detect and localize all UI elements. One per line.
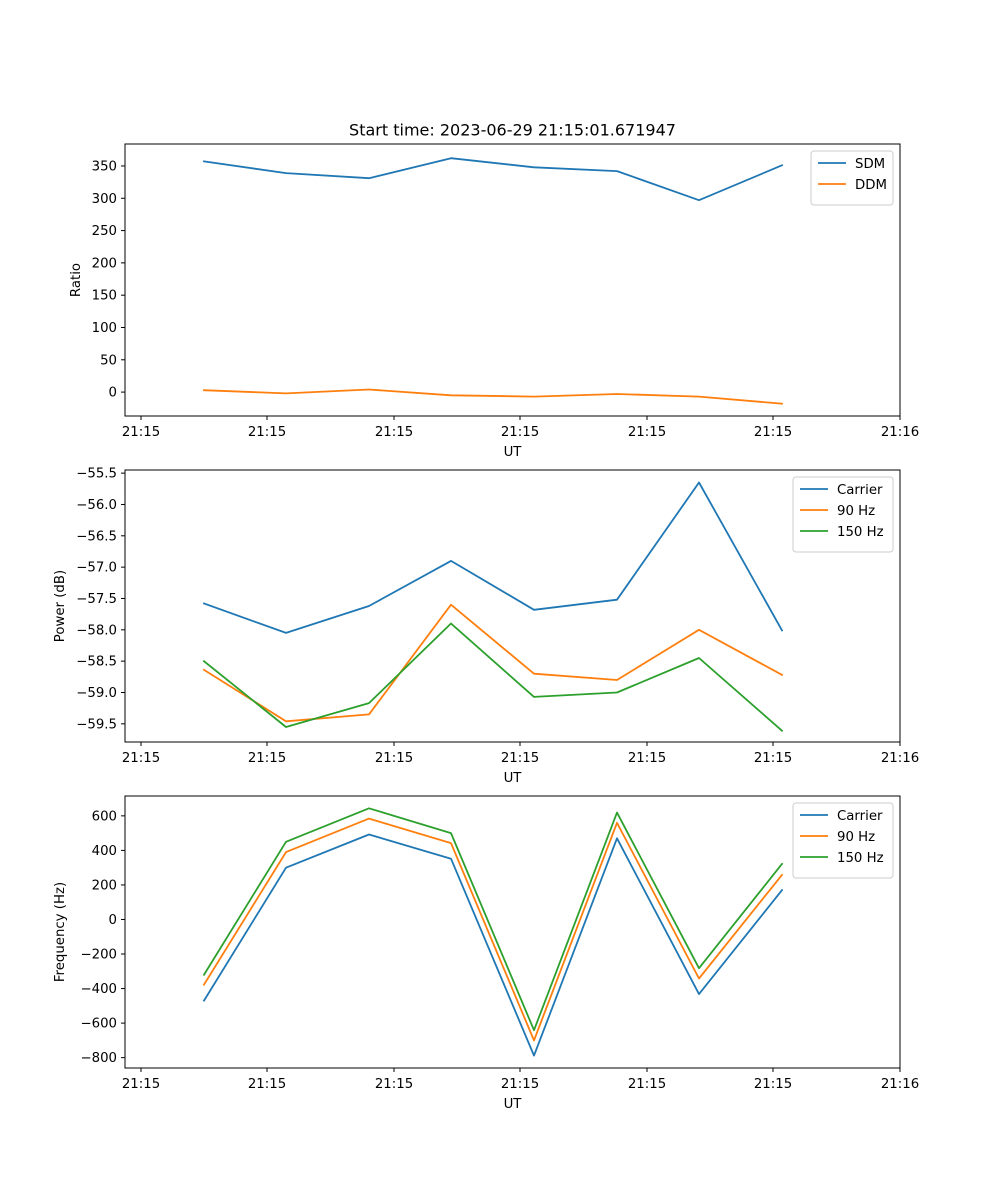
y-tick-label: −55.5: [76, 467, 117, 482]
y-tick-label: 0: [109, 913, 117, 928]
subplot-2: 21:15 21:15 21:15 21:15 21:15 21:15 21:16 −55.5…: [53, 467, 919, 786]
x-axis-label: UT: [504, 445, 523, 460]
legend-box: [792, 476, 894, 553]
x-tick-label: 21:15: [628, 1077, 666, 1092]
series-line-150-hz: [202, 807, 784, 1032]
x-tick-label: 21:15: [628, 751, 666, 766]
x-tick-label: 21:15: [248, 425, 286, 440]
subplot-3: 21:15 21:15 21:15 21:15 21:15 21:15 21:16 −800 −…: [53, 795, 919, 1112]
x-tick-label: 21:16: [881, 751, 919, 766]
y-tick-label: 200: [92, 256, 117, 271]
x-tick-label: 21:15: [754, 1077, 792, 1092]
legend-label: DDM: [855, 178, 887, 193]
x-tick-label: 21:15: [375, 1077, 413, 1092]
legend-label: 150 Hz: [837, 525, 884, 540]
y-tick-label: −59.0: [76, 686, 117, 701]
y-tick-label: 100: [92, 321, 117, 336]
x-tick-label: 21:15: [122, 425, 160, 440]
subplot-1: 21:15 21:15 21:15 21:15 21:15 21:15 21:16 0 50 10…: [69, 143, 919, 460]
x-tick-label: 21:15: [375, 751, 413, 766]
y-tick-label: 0: [109, 386, 117, 401]
series-line-90-hz: [202, 817, 784, 1042]
y-tick-label: −600: [80, 1017, 117, 1032]
series-line-carrier: [202, 833, 784, 1057]
legend: SDM DDM: [810, 150, 894, 206]
axes-frame: [124, 469, 901, 743]
x-tick-label: 21:15: [248, 1077, 286, 1092]
y-tick-label: −57.0: [76, 561, 117, 576]
x-tick-label: 21:15: [375, 425, 413, 440]
x-tick-label: 21:15: [754, 425, 792, 440]
legend-label: Carrier: [837, 809, 883, 824]
y-tick-label: 600: [92, 809, 117, 824]
x-tick-label: 21:16: [881, 425, 919, 440]
y-tick-label: 150: [92, 289, 117, 304]
x-tick-label: 21:15: [754, 751, 792, 766]
y-tick-label: 200: [92, 878, 117, 893]
x-tick-label: 21:15: [501, 751, 539, 766]
axes-frame: [124, 795, 901, 1069]
x-tick-label: 21:16: [881, 1077, 919, 1092]
y-tick-label: 350: [92, 159, 117, 174]
y-tick-label: −200: [80, 948, 117, 963]
y-tick-label: 400: [92, 844, 117, 859]
y-axis-label: Power (dB): [53, 570, 68, 642]
y-axis-label: Frequency (Hz): [53, 882, 68, 982]
y-tick-label: 250: [92, 224, 117, 239]
y-tick-label: −56.5: [76, 529, 117, 544]
y-axis-label: Ratio: [69, 263, 84, 297]
x-tick-label: 21:15: [501, 425, 539, 440]
x-tick-label: 21:15: [628, 425, 666, 440]
legend-label: 150 Hz: [837, 851, 884, 866]
y-tick-label: −800: [80, 1051, 117, 1066]
series-line-ddm: [203, 388, 783, 405]
x-tick-label: 21:15: [501, 1077, 539, 1092]
x-axis-label: UT: [504, 1097, 523, 1112]
x-axis-label: UT: [504, 771, 523, 786]
y-tick-label: −400: [80, 982, 117, 997]
y-tick-label: −58.5: [76, 655, 117, 670]
x-tick-label: 21:15: [122, 1077, 160, 1092]
legend: Carrier 90 Hz 150 Hz: [792, 802, 894, 879]
legend-box: [810, 150, 894, 206]
series-line-sdm: [202, 157, 784, 202]
y-tick-label: −58.0: [76, 623, 117, 638]
x-tick-label: 21:15: [248, 751, 286, 766]
y-tick-label: −59.5: [76, 717, 117, 732]
series-line-carrier: [202, 481, 784, 634]
y-tick-label: 50: [100, 353, 117, 368]
legend-label: 90 Hz: [837, 504, 875, 519]
chart-title: Start time: 2023-06-29 21:15:01.671947: [349, 121, 676, 140]
series-line-150-hz: [202, 622, 784, 732]
y-tick-label: 300: [92, 192, 117, 207]
y-tick-label: −57.5: [76, 592, 117, 607]
legend-box: [792, 802, 894, 879]
legend: Carrier 90 Hz 150 Hz: [792, 476, 894, 553]
legend-label: SDM: [855, 157, 885, 172]
legend-label: Carrier: [837, 483, 883, 498]
series-line-90-hz: [202, 603, 784, 723]
legend-label: 90 Hz: [837, 830, 875, 845]
x-tick-label: 21:15: [122, 751, 160, 766]
axes-frame: [124, 143, 901, 417]
y-tick-label: −56.0: [76, 498, 117, 513]
